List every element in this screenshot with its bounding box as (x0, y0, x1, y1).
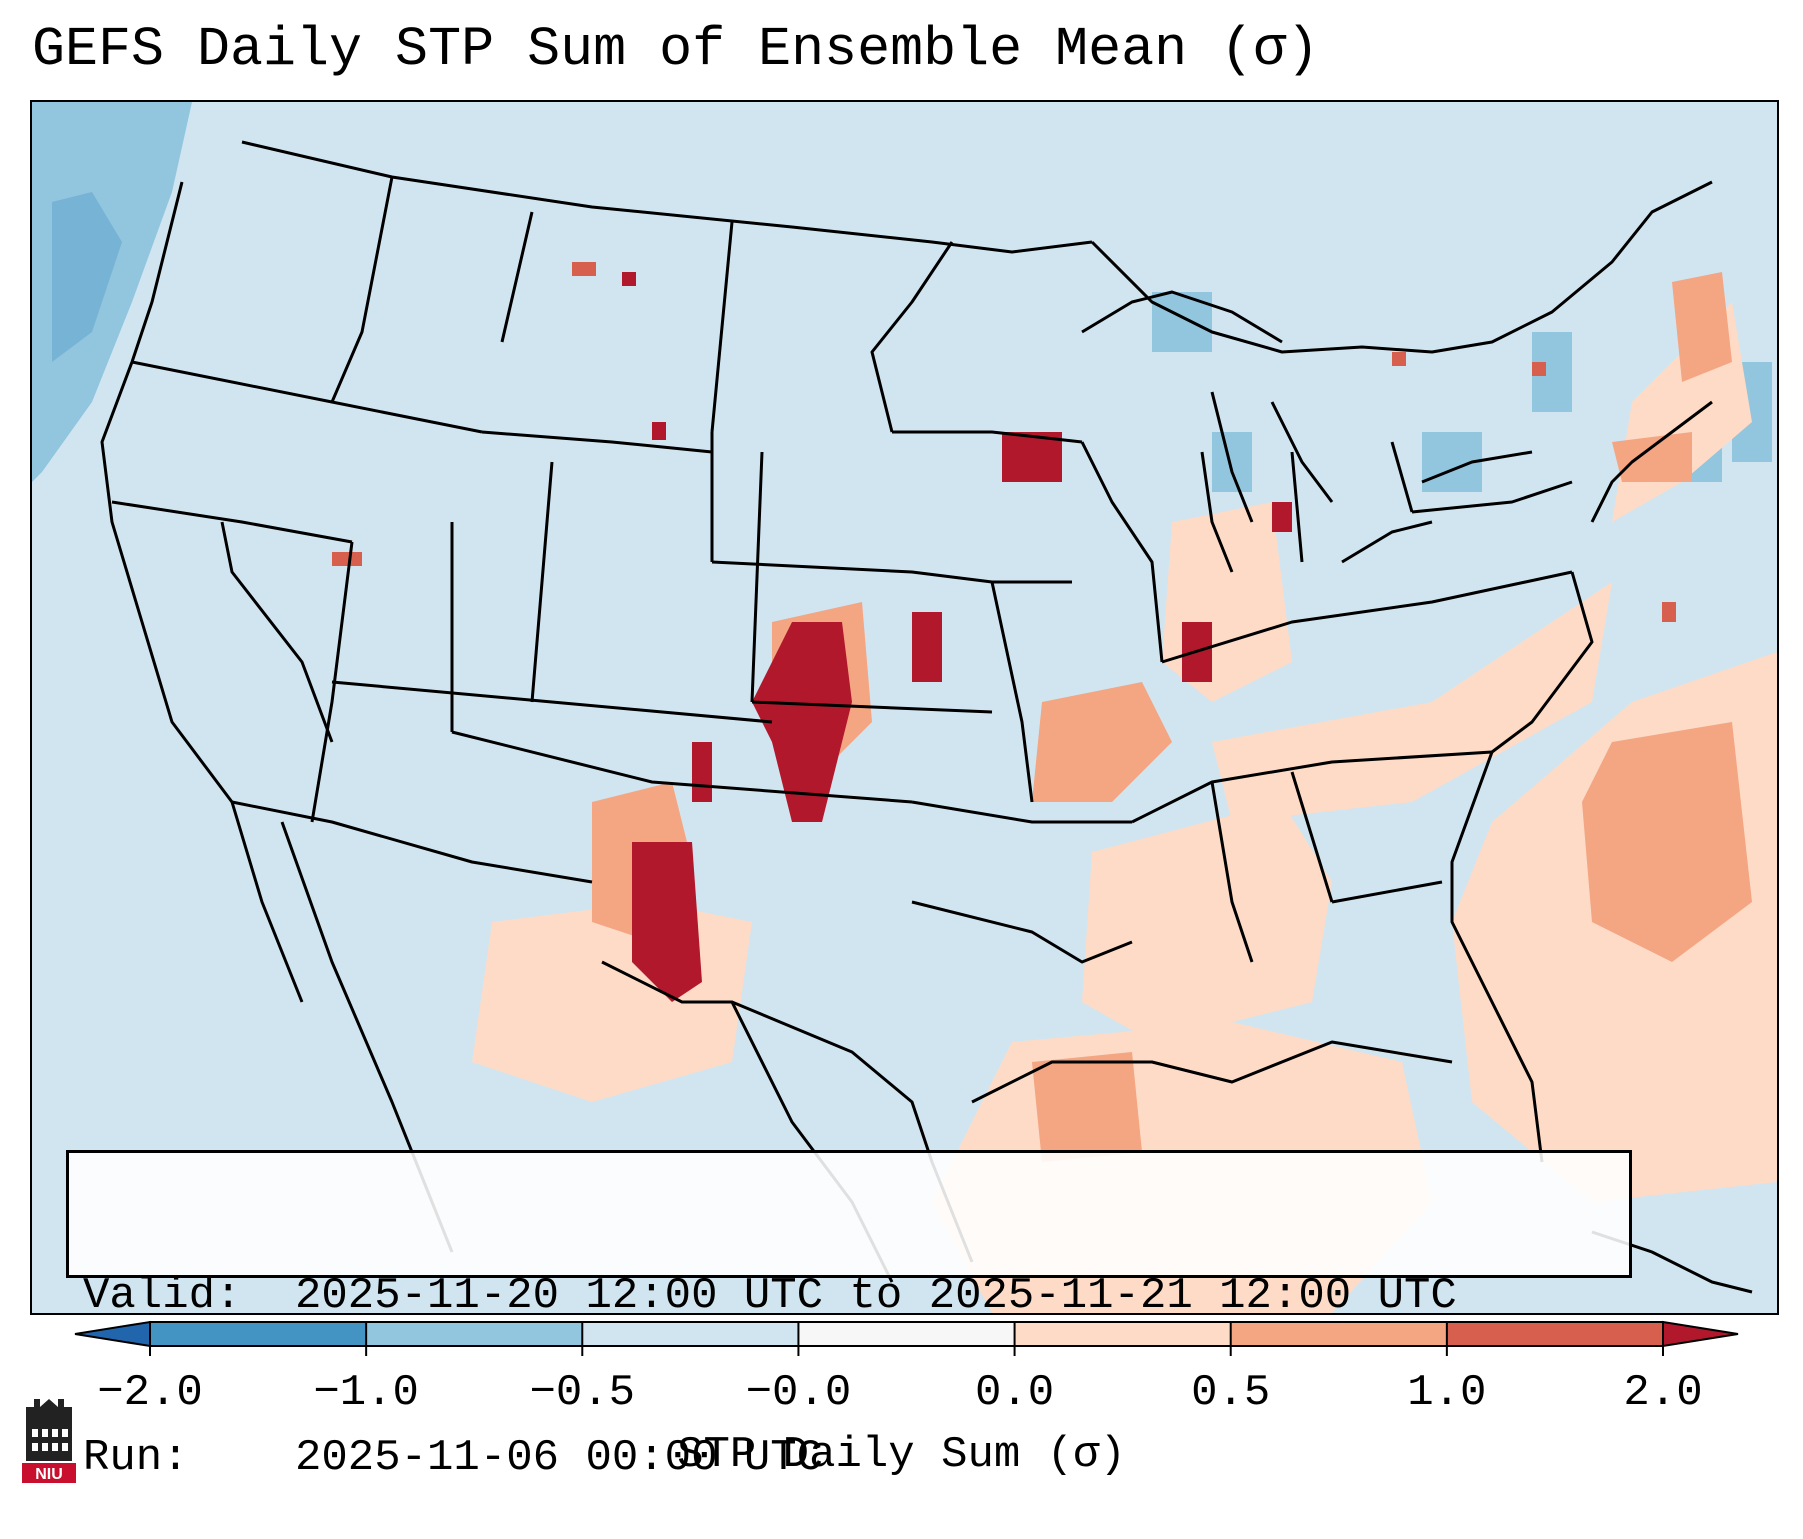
colorbar-tick-label: 2.0 (1623, 1368, 1703, 1418)
niu-logo: NIU (22, 1399, 76, 1483)
colorbar-tick-label: −0.5 (529, 1368, 636, 1418)
pacific-negative-anomaly (32, 102, 192, 482)
strong-positive-anomaly (622, 272, 1292, 1002)
run-key: Run: (83, 1433, 189, 1483)
colorbar-tick-label: −1.0 (313, 1368, 419, 1418)
colorbar-bin (582, 1322, 799, 1346)
colorbar-bin (1230, 1322, 1447, 1346)
run-value: 2025-11-06 00:00 UTC (295, 1433, 824, 1483)
colorbar-bin (1014, 1322, 1231, 1346)
colorbar-tick-label: 1.0 (1407, 1368, 1487, 1418)
logo-text: NIU (35, 1466, 63, 1483)
state-boundaries (100, 140, 1753, 1294)
valid-value: 2025-11-20 12:00 UTC to 2025-11-21 12:00… (295, 1271, 1457, 1321)
colorbar-extend-low (74, 1320, 151, 1348)
colorbar-tick-label: 0.5 (1191, 1368, 1271, 1418)
colorbar-bin (798, 1322, 1015, 1346)
valid-key: Valid: (83, 1271, 242, 1321)
map-canvas (32, 102, 1777, 1313)
colorbar (74, 1320, 1739, 1356)
colorbar-bin (1446, 1322, 1663, 1346)
scattered-anomaly-cells (332, 262, 1676, 622)
map-panel (30, 100, 1779, 1315)
colorbar-tick-label: −0.0 (745, 1368, 852, 1418)
chart-title: GEFS Daily STP Sum of Ensemble Mean (σ) (32, 18, 1320, 81)
colorbar-extend-high (1662, 1320, 1739, 1348)
colorbar-bin (366, 1322, 583, 1346)
colorbar-bin (150, 1322, 367, 1346)
colorbar-tick-label: −2.0 (97, 1368, 203, 1418)
colorbar-tick-label: 0.0 (974, 1368, 1055, 1418)
validity-info-box: Valid: 2025-11-20 12:00 UTC to 2025-11-21… (66, 1150, 1632, 1483)
colorbar-label: STP Daily Sum (σ) (677, 1430, 1126, 1480)
